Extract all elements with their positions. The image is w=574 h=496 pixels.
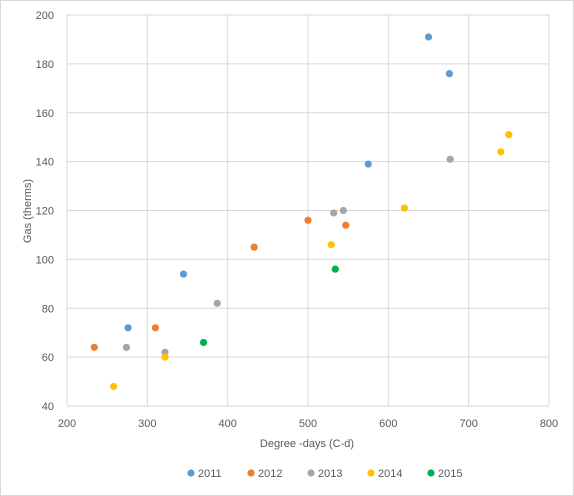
x-tick-label: 600 <box>379 418 397 430</box>
y-tick-label: 140 <box>36 157 54 169</box>
data-point-2011 <box>364 160 372 168</box>
legend-marker-2014 <box>367 469 375 477</box>
legend-label-2014: 2014 <box>378 468 402 480</box>
y-tick-label: 160 <box>36 108 54 120</box>
y-tick-label: 200 <box>36 10 54 22</box>
legend-label-2013: 2013 <box>318 468 342 480</box>
legend-label-2015: 2015 <box>438 468 462 480</box>
y-axis-title: Gas (therms) <box>22 179 34 243</box>
x-axis-ticks: 200 300 400 500 600 700 800 <box>58 418 558 430</box>
data-point-2013 <box>339 206 347 215</box>
y-tick-label: 60 <box>42 352 54 364</box>
data-point-2012 <box>342 221 350 229</box>
data-point-2011 <box>445 70 453 78</box>
data-point-2013 <box>122 343 131 351</box>
x-tick-label: 700 <box>459 418 477 430</box>
data-point-2013 <box>213 299 221 307</box>
y-tick-label: 80 <box>42 303 54 315</box>
y-tick-label: 40 <box>42 401 54 413</box>
gridlines <box>66 14 550 407</box>
x-tick-label: 200 <box>58 418 76 430</box>
legend: 2011 2012 2013 2014 2015 <box>187 468 462 480</box>
y-tick-label: 120 <box>36 206 54 218</box>
data-point-2012 <box>90 343 98 351</box>
data-point-2015 <box>331 265 339 273</box>
data-point-2014 <box>497 148 505 156</box>
data-point-2011 <box>179 270 188 278</box>
x-axis-title: Degree -days (C-d) <box>260 438 354 450</box>
data-point-2014 <box>400 204 408 212</box>
legend-label-2012: 2012 <box>258 468 282 480</box>
data-point-2014 <box>109 382 118 391</box>
x-tick-label: 400 <box>218 418 236 430</box>
data-point-2015 <box>199 338 208 347</box>
data-point-2011 <box>424 33 433 41</box>
y-tick-label: 180 <box>36 59 54 71</box>
legend-marker-2012 <box>247 469 255 477</box>
data-point-2014 <box>327 241 335 249</box>
data-point-2011 <box>124 324 132 332</box>
data-point-2013 <box>330 209 338 217</box>
legend-marker-2013 <box>307 469 315 477</box>
x-tick-label: 800 <box>540 418 558 430</box>
data-point-2013 <box>446 155 454 163</box>
data-point-2012 <box>151 324 159 332</box>
data-points <box>90 33 513 391</box>
y-axis-ticks: 40 60 80 100 120 140 160 180 200 <box>36 10 54 413</box>
data-point-2012 <box>304 216 312 224</box>
x-tick-label: 300 <box>138 418 156 430</box>
legend-label-2011: 2011 <box>198 468 222 480</box>
data-point-2014 <box>161 353 169 361</box>
legend-marker-2015 <box>427 469 435 477</box>
y-tick-label: 100 <box>36 254 54 266</box>
data-point-2014 <box>505 131 513 139</box>
data-point-2012 <box>250 243 258 251</box>
legend-marker-2011 <box>187 469 195 477</box>
x-tick-label: 500 <box>299 418 317 430</box>
